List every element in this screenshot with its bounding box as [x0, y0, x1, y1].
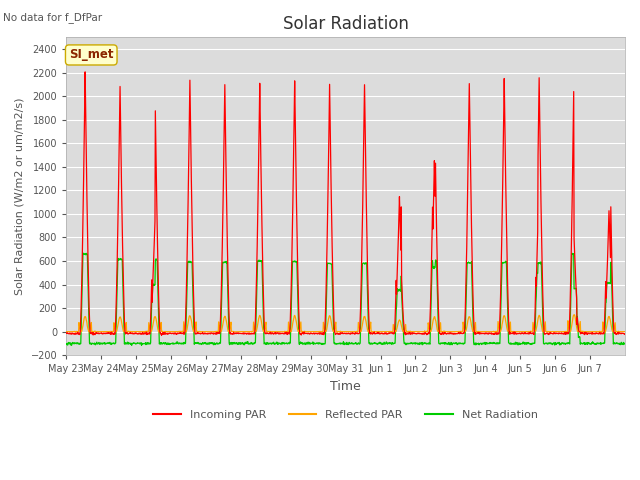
X-axis label: Time: Time: [330, 380, 361, 393]
Title: Solar Radiation: Solar Radiation: [283, 15, 408, 33]
Text: SI_met: SI_met: [69, 48, 113, 61]
Legend: Incoming PAR, Reflected PAR, Net Radiation: Incoming PAR, Reflected PAR, Net Radiati…: [149, 405, 542, 424]
Y-axis label: Solar Radiation (W/m2 or um/m2/s): Solar Radiation (W/m2 or um/m2/s): [15, 97, 25, 295]
Text: No data for f_DfPar: No data for f_DfPar: [3, 12, 102, 23]
